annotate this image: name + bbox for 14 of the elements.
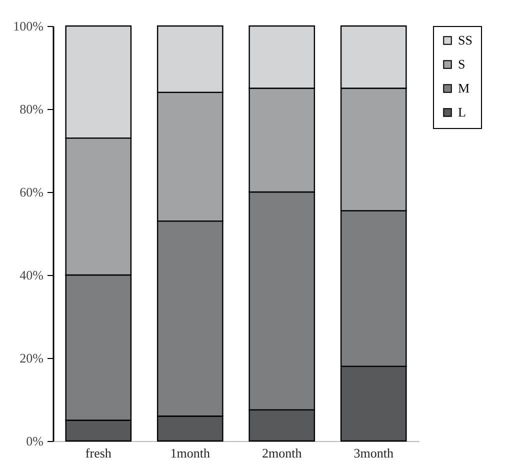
y-tick-label: 80% (20, 102, 44, 116)
x-tick-label: fresh (85, 446, 112, 460)
legend-label: M (458, 80, 470, 96)
y-tick-label: 20% (20, 350, 44, 366)
legend-label: L (458, 104, 466, 120)
x-tick-label: 2month (262, 446, 302, 460)
y-tick-label: 100% (13, 18, 44, 34)
y-tick-label: 40% (20, 268, 44, 282)
x-tick-label: 1month (170, 446, 210, 460)
y-tick-label: 60% (20, 184, 44, 200)
legend-label: S (458, 56, 466, 72)
y-tick-label: 0% (26, 434, 44, 448)
x-tick-label: 3month (354, 446, 394, 460)
legend-label: SS (458, 32, 472, 48)
